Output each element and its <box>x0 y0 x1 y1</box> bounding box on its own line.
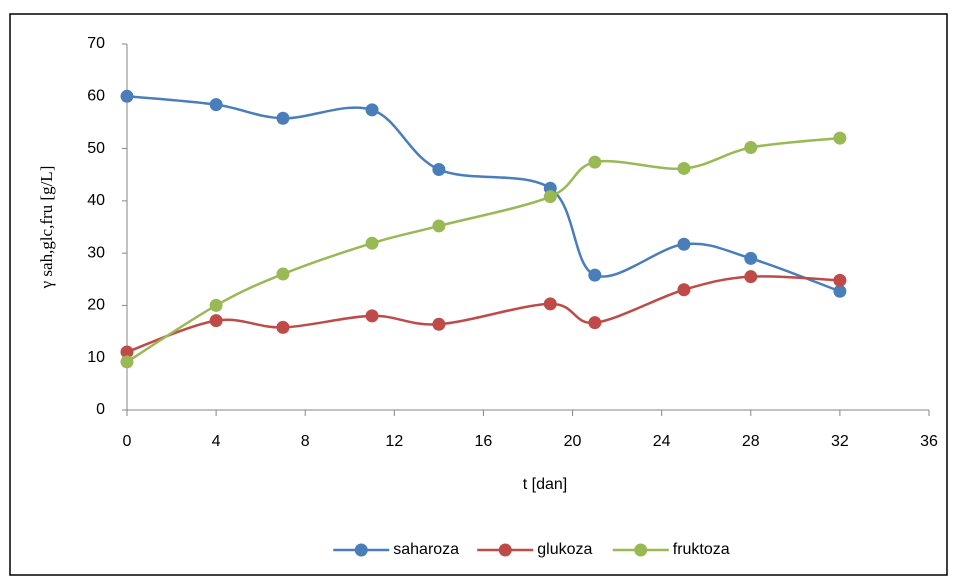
data-point <box>833 273 847 287</box>
data-point <box>209 98 223 112</box>
x-tick-label: 8 <box>301 433 310 450</box>
x-tick-label: 4 <box>212 433 221 450</box>
data-point <box>677 237 691 251</box>
x-tick-label: 20 <box>564 433 582 450</box>
y-tick-label: 20 <box>87 297 105 314</box>
data-point <box>744 141 758 155</box>
data-point <box>432 162 446 176</box>
legend-marker <box>354 543 368 557</box>
data-point <box>365 309 379 323</box>
y-tick-label: 60 <box>87 88 105 105</box>
data-point <box>833 284 847 298</box>
data-point <box>365 236 379 250</box>
chart-frame <box>9 13 948 576</box>
legend-label: saharoza <box>393 541 459 558</box>
x-tick-label: 24 <box>653 433 671 450</box>
series-line <box>126 275 840 354</box>
data-point <box>276 267 290 281</box>
data-point <box>588 155 602 169</box>
data-point <box>276 320 290 334</box>
data-point <box>209 298 223 312</box>
x-tick-label: 16 <box>475 433 493 450</box>
y-tick-label: 10 <box>87 349 105 366</box>
data-point <box>588 316 602 330</box>
y-axis-label: γ sah,glc,fru [g/L] <box>37 166 56 290</box>
data-point <box>209 314 223 328</box>
x-tick-label: 0 <box>123 433 132 450</box>
data-point <box>833 131 847 145</box>
data-point <box>543 190 557 204</box>
data-point <box>543 297 557 311</box>
data-point <box>588 268 602 282</box>
data-point <box>365 103 379 117</box>
data-point <box>120 355 134 369</box>
y-tick-label: 40 <box>87 192 105 209</box>
data-point <box>120 345 134 359</box>
y-tick-label: 70 <box>87 35 105 52</box>
series-line <box>126 136 841 363</box>
x-tick-label: 36 <box>920 433 938 450</box>
legend-marker <box>498 543 512 557</box>
data-point <box>276 111 290 125</box>
data-point <box>677 161 691 175</box>
series-line <box>126 95 841 293</box>
x-tick-label: 12 <box>385 433 403 450</box>
legend-marker <box>634 543 648 557</box>
y-tick-label: 0 <box>96 401 105 418</box>
data-point <box>432 219 446 233</box>
data-point <box>677 283 691 297</box>
y-tick-label: 50 <box>87 140 105 157</box>
data-point <box>432 317 446 331</box>
data-point <box>120 89 134 103</box>
data-point <box>744 251 758 265</box>
y-tick-label: 30 <box>87 244 105 261</box>
x-axis-label: t [dan] <box>523 476 567 493</box>
x-tick-label: 28 <box>742 433 760 450</box>
legend-label: glukoza <box>537 541 592 558</box>
data-point <box>744 270 758 284</box>
x-tick-label: 32 <box>831 433 849 450</box>
legend-label: fruktoza <box>673 541 730 558</box>
